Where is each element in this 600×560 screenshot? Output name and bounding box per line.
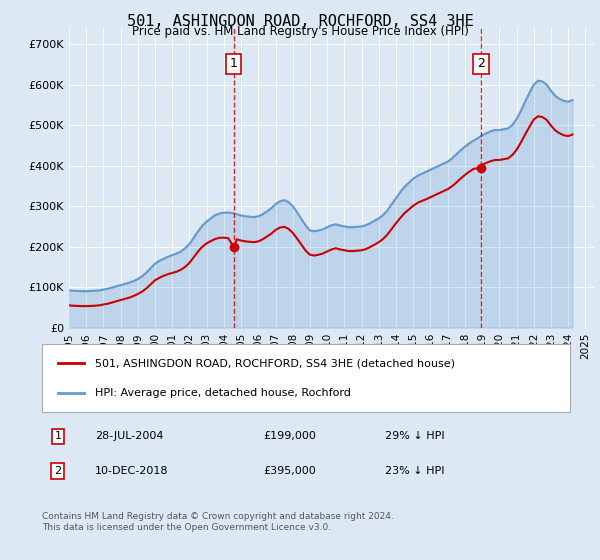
Text: 501, ASHINGDON ROAD, ROCHFORD, SS4 3HE (detached house): 501, ASHINGDON ROAD, ROCHFORD, SS4 3HE (…	[95, 358, 455, 368]
Text: 10-DEC-2018: 10-DEC-2018	[95, 466, 168, 476]
Text: HPI: Average price, detached house, Rochford: HPI: Average price, detached house, Roch…	[95, 388, 350, 398]
Text: 28-JUL-2004: 28-JUL-2004	[95, 431, 163, 441]
Text: 2: 2	[477, 58, 485, 71]
Text: 1: 1	[55, 431, 61, 441]
Text: 501, ASHINGDON ROAD, ROCHFORD, SS4 3HE: 501, ASHINGDON ROAD, ROCHFORD, SS4 3HE	[127, 14, 473, 29]
Text: Price paid vs. HM Land Registry's House Price Index (HPI): Price paid vs. HM Land Registry's House …	[131, 25, 469, 38]
Text: 29% ↓ HPI: 29% ↓ HPI	[385, 431, 445, 441]
Text: Contains HM Land Registry data © Crown copyright and database right 2024.
This d: Contains HM Land Registry data © Crown c…	[42, 512, 394, 532]
Text: 2: 2	[54, 466, 61, 476]
Text: £199,000: £199,000	[264, 431, 317, 441]
Text: 1: 1	[230, 58, 238, 71]
Text: £395,000: £395,000	[264, 466, 317, 476]
Text: 23% ↓ HPI: 23% ↓ HPI	[385, 466, 445, 476]
